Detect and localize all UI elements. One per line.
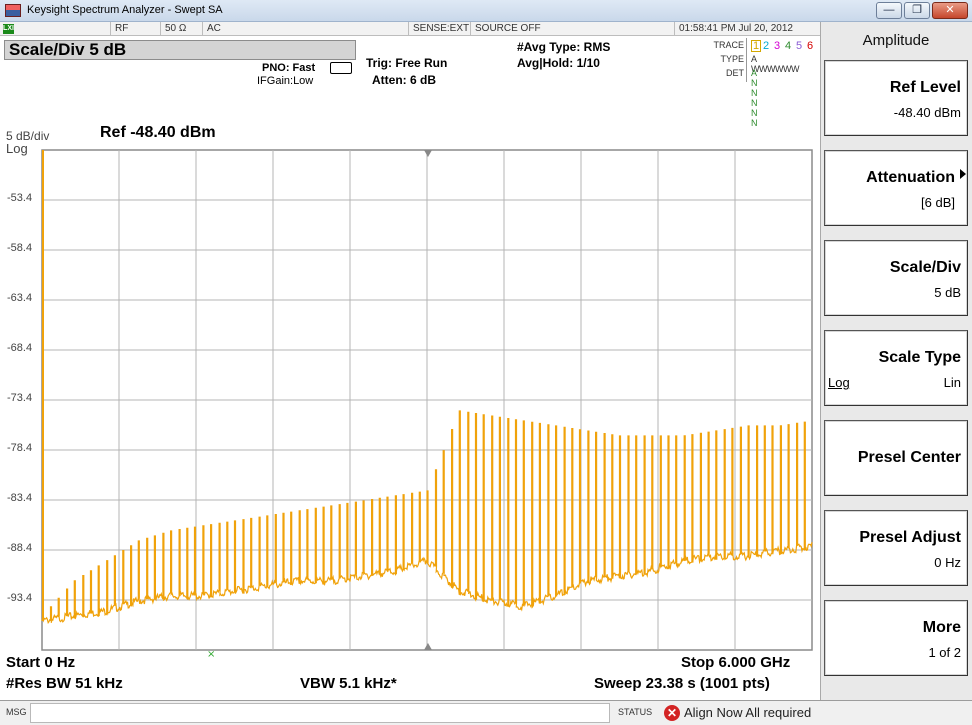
window-title-bar: Keysight Spectrum Analyzer - Swept SA — … [0, 0, 972, 22]
instrument-info-strip: LXI RF 50 Ω AC SENSE:EXT SOURCE OFF 01:5… [0, 22, 820, 36]
det-row-label: DET [726, 68, 744, 78]
graticule-grid [41, 149, 813, 651]
stop-frequency[interactable]: Stop 6.000 GHz [681, 654, 791, 671]
close-button[interactable]: ✕ [932, 2, 968, 19]
y-tick-label: -53.4 [7, 192, 33, 204]
softkey-value: 1 of 2 [928, 645, 961, 660]
marker-x-icon: × [207, 649, 215, 660]
center-marker-top-icon [424, 150, 432, 157]
ifgain-setting: IFGain:Low [257, 75, 314, 87]
reference-level: Ref -48.40 dBm [100, 124, 216, 141]
center-marker-bottom-icon [424, 643, 432, 650]
maximize-button[interactable]: ❐ [904, 2, 930, 19]
scale-div-softkey[interactable]: Scale/Div 5 dB [824, 240, 968, 316]
softkey-label: Attenuation [866, 169, 955, 186]
presel-adjust-softkey[interactable]: Presel Adjust 0 Hz [824, 510, 968, 586]
trace-type-row: A WWWWWW [751, 54, 799, 74]
status-label: STATUS [618, 707, 653, 717]
y-tick-label: -88.4 [7, 542, 33, 554]
start-frequency[interactable]: Start 0 Hz [6, 654, 76, 671]
trigger-icon [330, 62, 352, 74]
status-bar: MSG STATUS ✕ Align Now All required [0, 700, 972, 725]
message-field [30, 703, 610, 723]
trace-1-line [41, 410, 813, 625]
y-tick-label: -68.4 [7, 342, 33, 354]
impedance-label: 50 Ω [160, 22, 202, 36]
softkey-value: -48.40 dBm [893, 105, 961, 120]
status-message[interactable]: Align Now All required [684, 705, 812, 720]
trace-1-indicator[interactable]: 1 [751, 40, 762, 52]
scale-per-division: 5 dB/div [6, 129, 50, 143]
scale-type-log-option: Log [828, 375, 850, 390]
y-tick-label: -73.4 [7, 392, 33, 404]
app-logo-icon [5, 4, 21, 17]
minimize-button[interactable]: — [876, 2, 902, 19]
video-bandwidth[interactable]: VBW 5.1 kHz* [300, 675, 397, 692]
trace-3-indicator[interactable]: 3 [774, 40, 781, 52]
trace-det-row: A N N N N N [751, 68, 758, 128]
error-icon: ✕ [664, 705, 680, 721]
trace-5-indicator[interactable]: 5 [796, 40, 803, 52]
submenu-arrow-icon [960, 169, 966, 179]
avg-hold-setting: Avg|Hold: 1/10 [517, 56, 600, 70]
trigger-setting: Trig: Free Run [366, 56, 448, 70]
scale-type-softkey[interactable]: Scale Type Log Lin [824, 330, 968, 406]
sense-label: SENSE:EXT [408, 22, 470, 36]
coupling-label: AC [202, 22, 236, 36]
trace-row-label: TRACE [713, 40, 744, 50]
softkey-label: Presel Adjust [859, 529, 961, 546]
active-function-display[interactable]: Scale/Div 5 dB [4, 40, 356, 60]
y-tick-label: -78.4 [7, 442, 33, 454]
softkey-label: Scale/Div [889, 259, 961, 276]
softkey-label: More [922, 619, 961, 636]
trace-6-indicator[interactable]: 6 [807, 40, 814, 52]
attenuation-setting: Atten: 6 dB [372, 73, 436, 87]
type-row-label: TYPE [720, 54, 744, 64]
more-softkey[interactable]: More 1 of 2 [824, 600, 968, 676]
y-tick-label: -83.4 [7, 492, 33, 504]
datetime-label: 01:58:41 PM Jul 20, 2012 [674, 22, 820, 36]
softkey-value: 5 dB [934, 285, 961, 300]
avg-type-setting: #Avg Type: RMS [517, 40, 611, 54]
resolution-bandwidth[interactable]: #Res BW 51 kHz [6, 675, 123, 692]
softkey-value: 0 Hz [934, 555, 961, 570]
softkey-label: Ref Level [889, 79, 961, 96]
y-tick-label: -63.4 [7, 292, 33, 304]
spectrum-display[interactable]: × [0, 0, 820, 700]
scale-mode: Log [6, 141, 28, 156]
sweep-time[interactable]: Sweep 23.38 s (1001 pts) [594, 675, 770, 692]
y-tick-label: -93.4 [7, 592, 33, 604]
softkey-value: [6 dB] [921, 195, 955, 210]
presel-center-softkey[interactable]: Presel Center [824, 420, 968, 496]
softkey-label: Scale Type [878, 349, 961, 366]
menu-title: Amplitude [862, 32, 930, 49]
attenuation-softkey[interactable]: Attenuation [6 dB] [824, 150, 968, 226]
y-tick-label: -58.4 [7, 242, 33, 254]
rf-input-label: RF [110, 22, 160, 36]
trace-2-indicator[interactable]: 2 [763, 40, 770, 52]
trace-4-indicator[interactable]: 4 [785, 40, 792, 52]
softkey-label: Presel Center [857, 449, 961, 466]
scale-type-lin-option: Lin [943, 375, 961, 390]
msg-label: MSG [6, 707, 27, 717]
source-label: SOURCE OFF [470, 22, 670, 36]
window-title: Keysight Spectrum Analyzer - Swept SA [27, 4, 223, 16]
spectrum-trace [41, 150, 813, 625]
lxi-icon: LXI [3, 24, 14, 34]
pno-setting: PNO: Fast [262, 62, 316, 74]
ref-level-softkey[interactable]: Ref Level -48.40 dBm [824, 60, 968, 136]
